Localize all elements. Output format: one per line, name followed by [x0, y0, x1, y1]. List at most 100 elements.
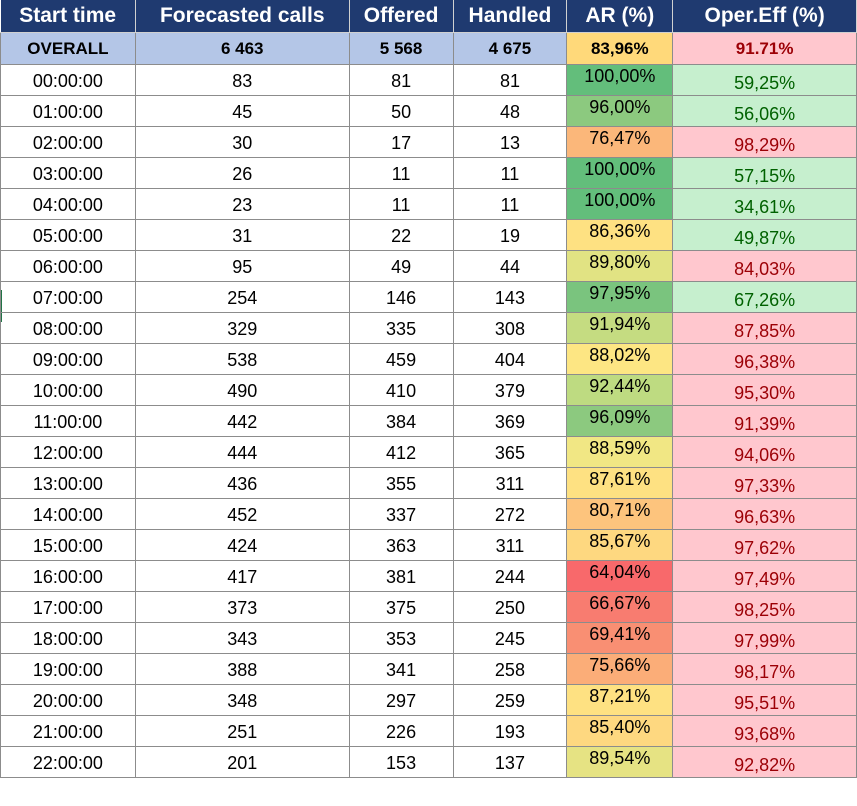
cell-start-time[interactable]: 03:00:00: [0, 157, 136, 189]
cell-oper-eff[interactable]: 97,33%: [672, 467, 857, 499]
cell-offered[interactable]: 297: [348, 684, 454, 716]
cell-ar[interactable]: 100,00%: [566, 188, 674, 220]
cell-start-time[interactable]: 10:00:00: [0, 374, 136, 406]
cell-forecasted-calls[interactable]: 95: [134, 250, 350, 282]
cell-offered[interactable]: 50: [348, 95, 454, 127]
cell-oper-eff[interactable]: 95,30%: [672, 374, 857, 406]
cell-offered[interactable]: 335: [348, 312, 454, 344]
cell-ar[interactable]: 88,02%: [566, 343, 674, 375]
cell-ar[interactable]: 85,67%: [566, 529, 674, 561]
cell-offered[interactable]: 11: [348, 188, 454, 220]
cell-start-time[interactable]: 22:00:00: [0, 746, 136, 778]
cell-start-time[interactable]: 21:00:00: [0, 715, 136, 747]
cell-ar[interactable]: 86,36%: [566, 219, 674, 251]
overall-ar[interactable]: 83,96%: [566, 32, 674, 65]
cell-forecasted-calls[interactable]: 254: [134, 281, 350, 313]
cell-handled[interactable]: 44: [452, 250, 568, 282]
cell-oper-eff[interactable]: 97,49%: [672, 560, 857, 592]
cell-ar[interactable]: 96,00%: [566, 95, 674, 127]
cell-oper-eff[interactable]: 92,82%: [672, 746, 857, 778]
cell-ar[interactable]: 69,41%: [566, 622, 674, 654]
cell-oper-eff[interactable]: 93,68%: [672, 715, 857, 747]
cell-handled[interactable]: 308: [452, 312, 568, 344]
cell-handled[interactable]: 19: [452, 219, 568, 251]
cell-ar[interactable]: 97,95%: [566, 281, 674, 313]
cell-offered[interactable]: 341: [348, 653, 454, 685]
cell-offered[interactable]: 410: [348, 374, 454, 406]
cell-start-time[interactable]: 11:00:00: [0, 405, 136, 437]
cell-forecasted-calls[interactable]: 436: [134, 467, 350, 499]
cell-forecasted-calls[interactable]: 45: [134, 95, 350, 127]
cell-handled[interactable]: 258: [452, 653, 568, 685]
cell-offered[interactable]: 11: [348, 157, 454, 189]
cell-forecasted-calls[interactable]: 329: [134, 312, 350, 344]
cell-forecasted-calls[interactable]: 23: [134, 188, 350, 220]
cell-handled[interactable]: 311: [452, 467, 568, 499]
cell-oper-eff[interactable]: 84,03%: [672, 250, 857, 282]
cell-oper-eff[interactable]: 98,25%: [672, 591, 857, 623]
cell-ar[interactable]: 85,40%: [566, 715, 674, 747]
cell-start-time[interactable]: 14:00:00: [0, 498, 136, 530]
cell-forecasted-calls[interactable]: 348: [134, 684, 350, 716]
cell-start-time[interactable]: 16:00:00: [0, 560, 136, 592]
cell-oper-eff[interactable]: 91,39%: [672, 405, 857, 437]
cell-oper-eff[interactable]: 56,06%: [672, 95, 857, 127]
cell-forecasted-calls[interactable]: 388: [134, 653, 350, 685]
cell-oper-eff[interactable]: 94,06%: [672, 436, 857, 468]
cell-offered[interactable]: 375: [348, 591, 454, 623]
cell-start-time[interactable]: 18:00:00: [0, 622, 136, 654]
cell-handled[interactable]: 48: [452, 95, 568, 127]
cell-oper-eff[interactable]: 67,26%: [672, 281, 857, 313]
cell-handled[interactable]: 13: [452, 126, 568, 158]
cell-ar[interactable]: 89,80%: [566, 250, 674, 282]
cell-forecasted-calls[interactable]: 251: [134, 715, 350, 747]
overall-handled[interactable]: 4 675: [452, 32, 568, 65]
cell-start-time[interactable]: 20:00:00: [0, 684, 136, 716]
cell-ar[interactable]: 92,44%: [566, 374, 674, 406]
cell-start-time[interactable]: 01:00:00: [0, 95, 136, 127]
cell-oper-eff[interactable]: 98,17%: [672, 653, 857, 685]
cell-offered[interactable]: 355: [348, 467, 454, 499]
cell-forecasted-calls[interactable]: 417: [134, 560, 350, 592]
cell-start-time[interactable]: 04:00:00: [0, 188, 136, 220]
cell-start-time[interactable]: 07:00:00: [0, 281, 136, 313]
cell-ar[interactable]: 66,67%: [566, 591, 674, 623]
cell-handled[interactable]: 11: [452, 157, 568, 189]
cell-oper-eff[interactable]: 49,87%: [672, 219, 857, 251]
cell-handled[interactable]: 81: [452, 64, 568, 96]
cell-forecasted-calls[interactable]: 26: [134, 157, 350, 189]
overall-label[interactable]: OVERALL: [0, 32, 136, 65]
cell-handled[interactable]: 272: [452, 498, 568, 530]
cell-ar[interactable]: 89,54%: [566, 746, 674, 778]
cell-handled[interactable]: 404: [452, 343, 568, 375]
cell-handled[interactable]: 379: [452, 374, 568, 406]
cell-start-time[interactable]: 00:00:00: [0, 64, 136, 96]
cell-offered[interactable]: 22: [348, 219, 454, 251]
cell-ar[interactable]: 75,66%: [566, 653, 674, 685]
cell-offered[interactable]: 412: [348, 436, 454, 468]
cell-forecasted-calls[interactable]: 83: [134, 64, 350, 96]
cell-handled[interactable]: 143: [452, 281, 568, 313]
overall-forecasted[interactable]: 6 463: [134, 32, 350, 65]
cell-offered[interactable]: 17: [348, 126, 454, 158]
cell-ar[interactable]: 100,00%: [566, 157, 674, 189]
cell-ar[interactable]: 96,09%: [566, 405, 674, 437]
cell-offered[interactable]: 226: [348, 715, 454, 747]
cell-oper-eff[interactable]: 97,62%: [672, 529, 857, 561]
cell-start-time[interactable]: 17:00:00: [0, 591, 136, 623]
header-offered[interactable]: Offered: [349, 0, 454, 33]
cell-oper-eff[interactable]: 87,85%: [672, 312, 857, 344]
cell-oper-eff[interactable]: 34,61%: [672, 188, 857, 220]
header-handled[interactable]: Handled: [453, 0, 568, 33]
cell-ar[interactable]: 88,59%: [566, 436, 674, 468]
cell-handled[interactable]: 137: [452, 746, 568, 778]
header-forecasted-calls[interactable]: Forecasted calls: [135, 0, 350, 33]
cell-oper-eff[interactable]: 98,29%: [672, 126, 857, 158]
cell-oper-eff[interactable]: 95,51%: [672, 684, 857, 716]
cell-offered[interactable]: 459: [348, 343, 454, 375]
header-oper-eff[interactable]: Oper.Eff (%): [672, 0, 857, 33]
cell-forecasted-calls[interactable]: 31: [134, 219, 350, 251]
cell-start-time[interactable]: 09:00:00: [0, 343, 136, 375]
cell-ar[interactable]: 87,61%: [566, 467, 674, 499]
cell-start-time[interactable]: 13:00:00: [0, 467, 136, 499]
